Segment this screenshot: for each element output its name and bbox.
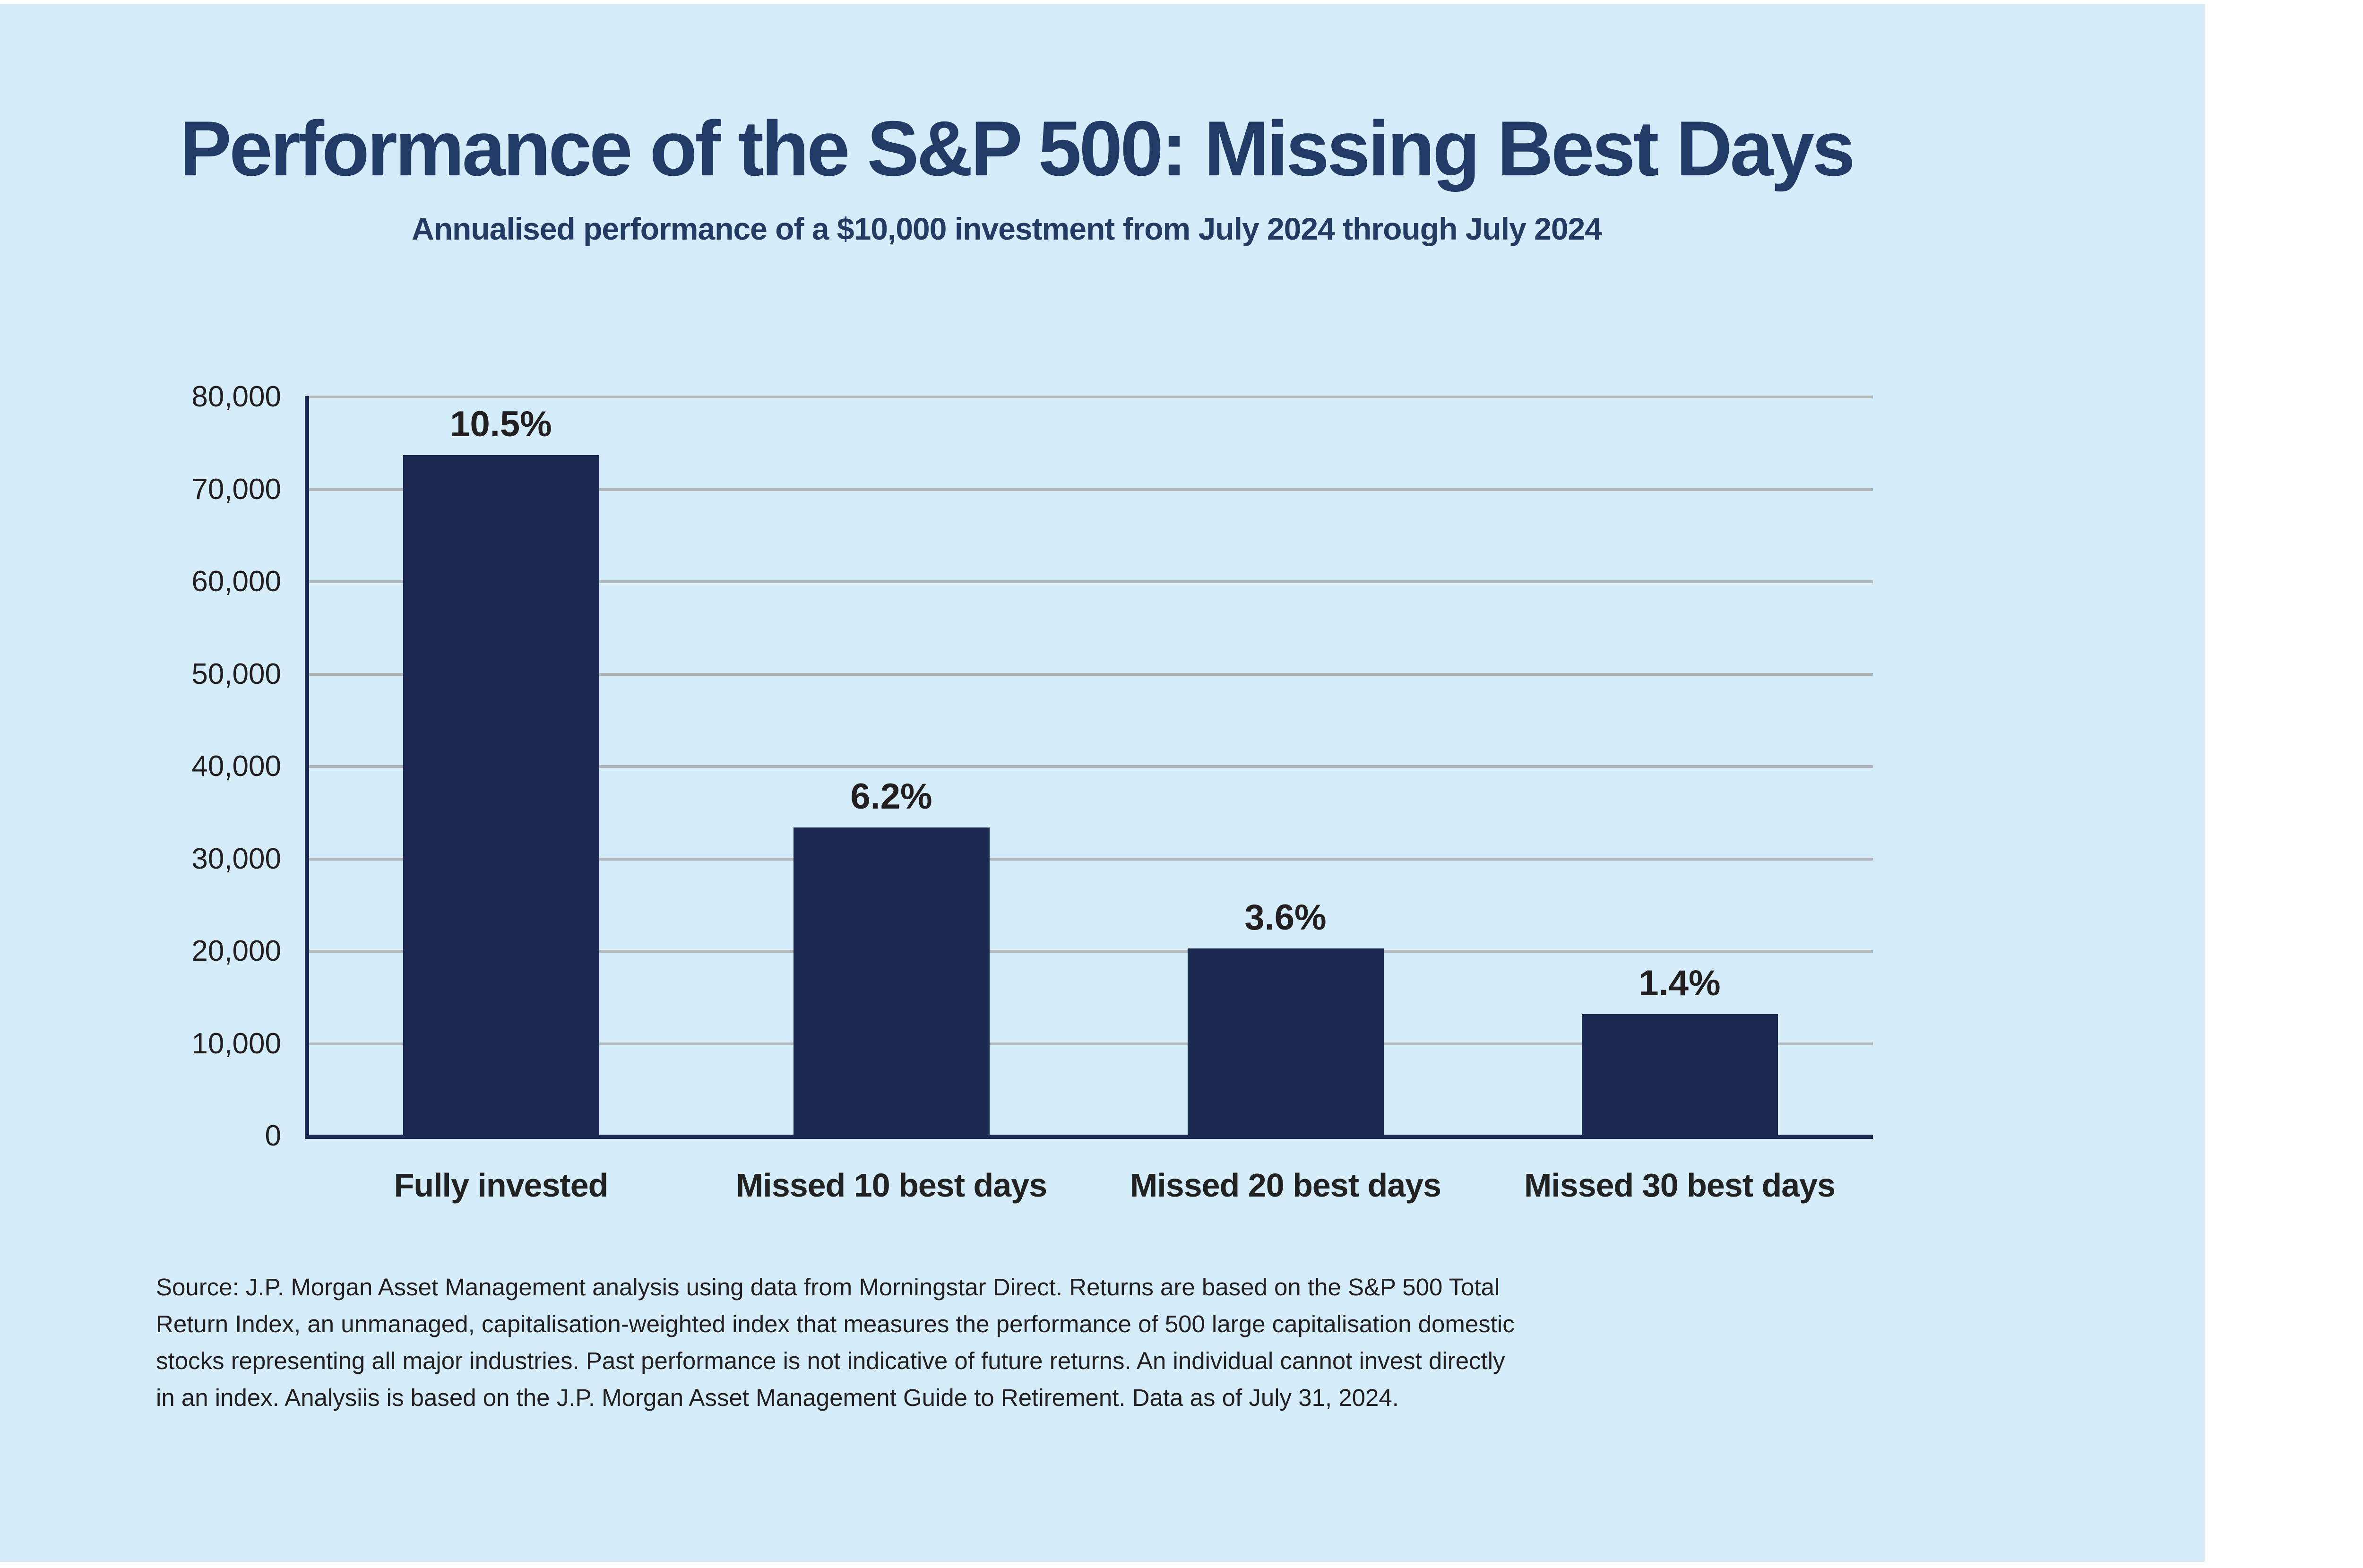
- y-tick-label: 40,000: [191, 750, 281, 783]
- category-label-fully-invested: Fully invested: [394, 1167, 609, 1204]
- gridline-60000: [307, 580, 1873, 583]
- source-note: Source: J.P. Morgan Asset Management ana…: [156, 1269, 1952, 1416]
- source-line-3: stocks representing all major industries…: [156, 1347, 1505, 1374]
- y-tick-label: 30,000: [191, 842, 281, 875]
- y-tick-label: 10,000: [191, 1027, 281, 1060]
- y-axis-line: [305, 396, 309, 1139]
- source-line-4: in an index. Analysiis is based on the J…: [156, 1384, 1399, 1411]
- gridline-10000: [307, 1042, 1873, 1045]
- category-label-missed-30-best-days: Missed 30 best days: [1524, 1167, 1836, 1204]
- chart-panel-background: [0, 4, 2205, 1562]
- y-tick-label: 60,000: [191, 565, 281, 598]
- y-tick-label: 50,000: [191, 657, 281, 690]
- bar-missed-30-best-days: [1581, 1014, 1778, 1136]
- bar-value-label-fully-invested: 10.5%: [450, 404, 552, 445]
- y-tick-label: 80,000: [191, 380, 281, 413]
- y-tick-label: 70,000: [191, 473, 281, 506]
- gridline-20000: [307, 950, 1873, 953]
- bar-missed-20-best-days: [1187, 948, 1384, 1136]
- x-axis-line: [305, 1135, 1873, 1139]
- gridline-30000: [307, 857, 1873, 861]
- bar-value-label-missed-10-best-days: 6.2%: [850, 776, 932, 817]
- bar-value-label-missed-20-best-days: 3.6%: [1244, 897, 1327, 938]
- category-label-missed-10-best-days: Missed 10 best days: [736, 1167, 1047, 1204]
- y-tick-label: 20,000: [191, 935, 281, 967]
- bar-fully-invested: [403, 455, 599, 1136]
- gridline-40000: [307, 765, 1873, 768]
- chart-title: Performance of the S&P 500: Missing Best…: [180, 105, 1855, 192]
- chart-subtitle: Annualised performance of a $10,000 inve…: [412, 211, 1602, 246]
- gridline-70000: [307, 488, 1873, 491]
- gridline-50000: [307, 672, 1873, 676]
- category-label-missed-20-best-days: Missed 20 best days: [1130, 1167, 1441, 1204]
- gridline-80000: [307, 396, 1873, 398]
- bar-value-label-missed-30-best-days: 1.4%: [1639, 963, 1721, 1003]
- source-line-1: Source: J.P. Morgan Asset Management ana…: [156, 1274, 1500, 1301]
- bar-missed-10-best-days: [793, 827, 990, 1136]
- y-tick-label: 0: [265, 1120, 281, 1152]
- source-line-2: Return Index, an unmanaged, capitalisati…: [156, 1310, 1515, 1337]
